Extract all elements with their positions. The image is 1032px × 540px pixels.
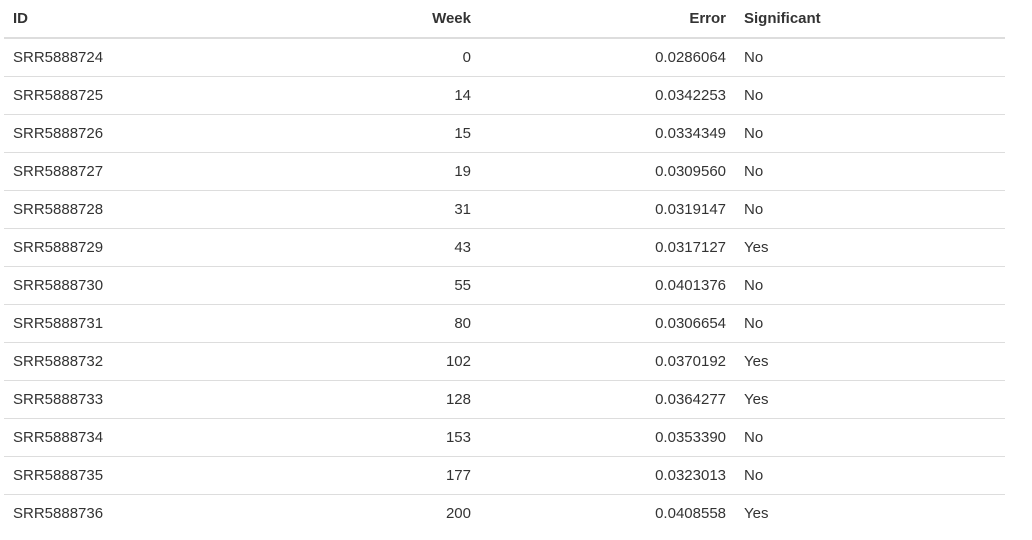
table-body: SRR5888724 0 0.0286064 No SRR5888725 14 … <box>4 38 1005 532</box>
cell-id: SRR5888728 <box>4 190 239 229</box>
cell-significant: No <box>735 38 1005 77</box>
cell-significant: Yes <box>735 228 1005 267</box>
table-header: ID Week Error Significant <box>4 0 1005 39</box>
table-row: SRR5888726 15 0.0334349 No <box>4 114 1005 153</box>
column-header-week: Week <box>239 0 480 39</box>
cell-id: SRR5888736 <box>13 505 104 522</box>
cell-significant: No <box>735 456 1005 495</box>
cell-id: SRR5888730 <box>4 266 239 305</box>
table-row: SRR5888731 80 0.0306654 No <box>4 304 1005 343</box>
cell-error: 0.0306654 <box>480 304 735 343</box>
cell-week: 102 <box>239 342 480 381</box>
table-row: SRR5888725 14 0.0342253 No <box>4 76 1005 115</box>
cell-week: 43 <box>239 228 480 267</box>
data-table: ID Week Error Significant SRR5888724 0 0… <box>4 0 1005 532</box>
cell-error: 0.0323013 <box>480 456 735 495</box>
cell-id: SRR5888734 <box>4 418 239 457</box>
cell-significant: Yes <box>744 505 769 522</box>
cell-id: SRR5888725 <box>4 76 239 115</box>
cell-error: 0.0342253 <box>480 76 735 115</box>
cell-error: 0.0353390 <box>480 418 735 457</box>
table-row: SRR5888733 128 0.0364277 Yes <box>4 380 1005 419</box>
cell-week: 31 <box>239 190 480 229</box>
cell-error: 0.0319147 <box>480 190 735 229</box>
table-row: SRR5888729 43 0.0317127 Yes <box>4 228 1005 267</box>
cell-week: 19 <box>239 152 480 191</box>
cell-id: SRR5888731 <box>4 304 239 343</box>
cell-significant: No <box>735 304 1005 343</box>
cell-week: 177 <box>239 456 480 495</box>
column-header-error: Error <box>480 0 735 39</box>
cell-week: 14 <box>239 76 480 115</box>
cell-error: 0.0334349 <box>480 114 735 153</box>
cell-error: 0.0401376 <box>480 266 735 305</box>
data-table-container: ID Week Error Significant SRR5888724 0 0… <box>4 0 1005 532</box>
cell-error: 0.0317127 <box>480 228 735 267</box>
column-header-id: ID <box>4 0 239 39</box>
cell-id: SRR5888724 <box>4 38 239 77</box>
table-row: SRR5888724 0 0.0286064 No <box>4 38 1005 77</box>
table-row: SRR5888735 177 0.0323013 No <box>4 456 1005 495</box>
cell-id: SRR5888727 <box>4 152 239 191</box>
cell-id: SRR5888726 <box>4 114 239 153</box>
table-row: SRR5888728 31 0.0319147 No <box>4 190 1005 229</box>
cell-error: 0.0309560 <box>480 152 735 191</box>
cell-significant: No <box>735 190 1005 229</box>
cell-significant: No <box>735 418 1005 457</box>
column-header-significant: Significant <box>735 0 1005 39</box>
cell-week: 80 <box>239 304 480 343</box>
cell-significant: No <box>735 114 1005 153</box>
cell-significant: Yes <box>735 342 1005 381</box>
cell-significant: No <box>735 152 1005 191</box>
cell-significant: No <box>735 76 1005 115</box>
cell-week: 128 <box>239 380 480 419</box>
cell-id: SRR5888735 <box>4 456 239 495</box>
cell-id: SRR5888732 <box>4 342 239 381</box>
table-row: SRR5888732 102 0.0370192 Yes <box>4 342 1005 381</box>
cell-week: 15 <box>239 114 480 153</box>
cell-significant: No <box>735 266 1005 305</box>
table-row: SRR5888736 200 0.0408558 Yes <box>4 495 1005 533</box>
cell-id: SRR5888733 <box>4 380 239 419</box>
cell-week: 55 <box>239 266 480 305</box>
cell-id: SRR5888729 <box>4 228 239 267</box>
cell-significant: Yes <box>735 380 1005 419</box>
cell-error: 0.0408558 <box>655 505 726 522</box>
header-row: ID Week Error Significant <box>4 0 1005 39</box>
table-row: SRR5888734 153 0.0353390 No <box>4 418 1005 457</box>
table-row: SRR5888727 19 0.0309560 No <box>4 152 1005 191</box>
cell-week: 0 <box>239 38 480 77</box>
cell-week: 200 <box>445 505 471 522</box>
cell-week: 153 <box>239 418 480 457</box>
cell-error: 0.0364277 <box>480 380 735 419</box>
cell-error: 0.0370192 <box>480 342 735 381</box>
table-row: SRR5888730 55 0.0401376 No <box>4 266 1005 305</box>
cell-error: 0.0286064 <box>480 38 735 77</box>
